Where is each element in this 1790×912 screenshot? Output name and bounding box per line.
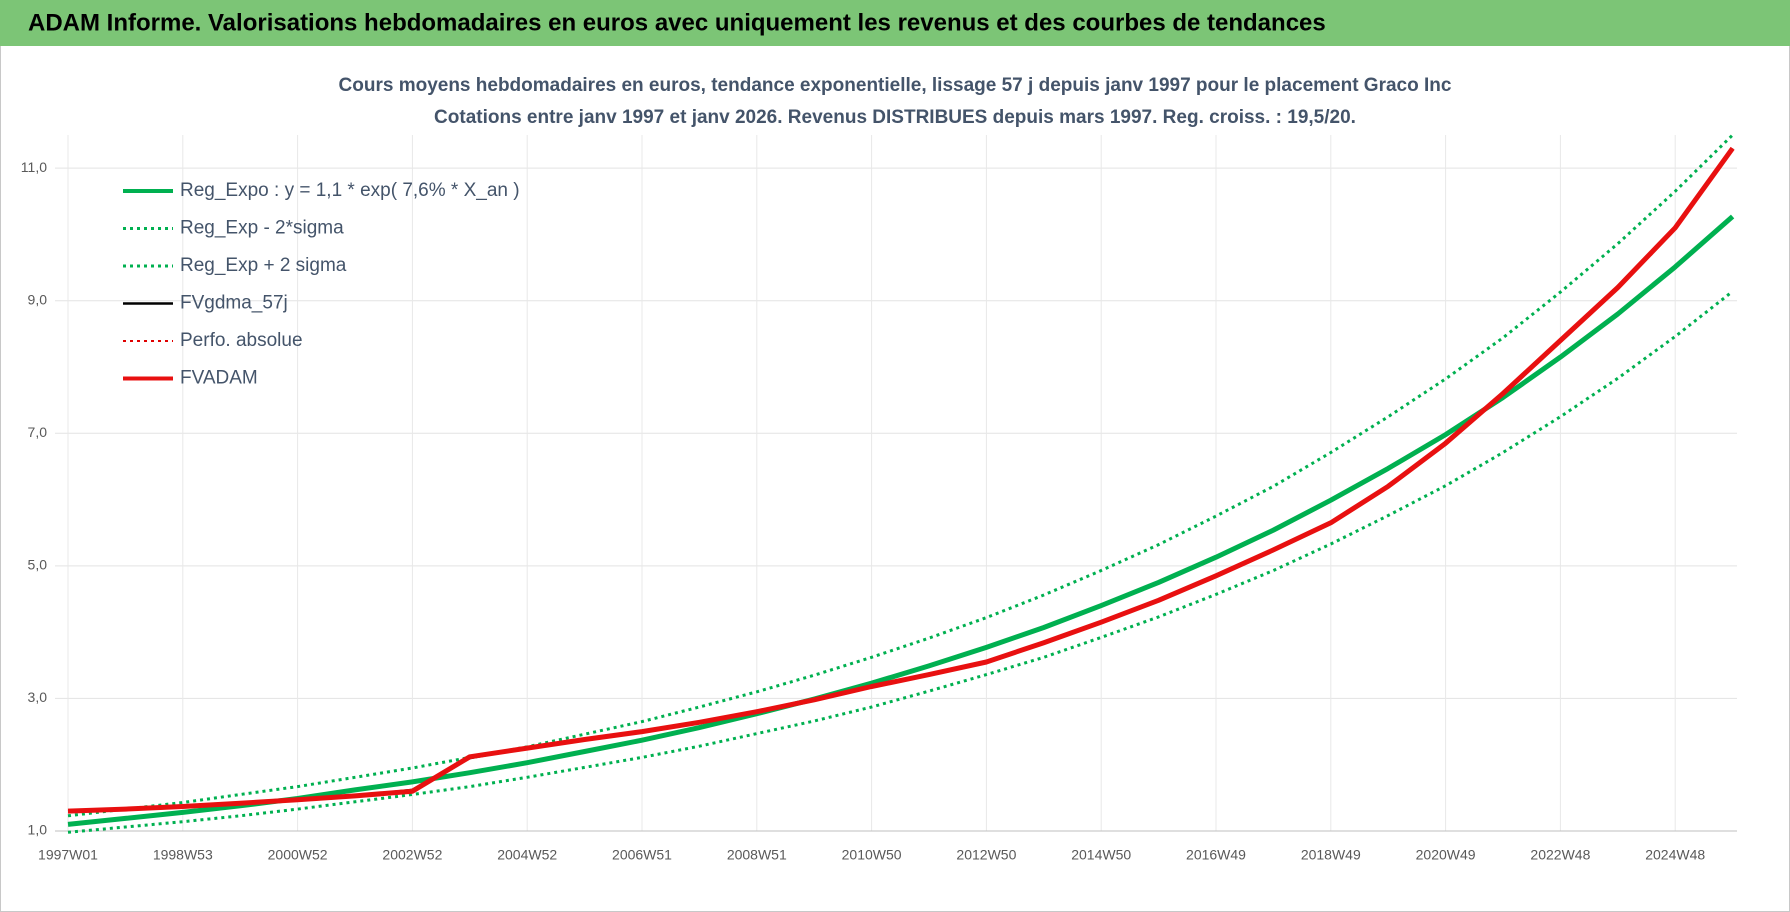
x-tick-label: 1998W53: [153, 847, 213, 863]
legend-label: Reg_Exp + 2 sigma: [180, 255, 347, 276]
x-tick-label: 2010W50: [842, 847, 902, 863]
y-tick-label: 11,0: [21, 159, 47, 175]
page-header: ADAM Informe. Valorisations hebdomadaire…: [28, 9, 1326, 36]
y-tick-label: 3,0: [28, 689, 48, 705]
x-tick-label: 2014W50: [1071, 847, 1131, 863]
y-tick-label: 9,0: [28, 291, 48, 307]
x-tick-label: 2006W51: [612, 847, 672, 863]
x-tick-label: 2018W49: [1301, 847, 1361, 863]
x-tick-label: 2004W52: [497, 847, 557, 863]
legend-label: FVgdma_57j: [180, 293, 288, 314]
x-tick-label: 2024W48: [1645, 847, 1705, 863]
legend-label: FVADAM: [180, 368, 258, 389]
x-tick-label: 2022W48: [1530, 847, 1590, 863]
header-bar: [0, 0, 1790, 46]
x-tick-label: 2002W52: [382, 847, 442, 863]
x-tick-label: 2012W50: [956, 847, 1016, 863]
y-tick-label: 7,0: [28, 424, 48, 440]
series-line: [67, 290, 1734, 834]
chart-title: Cours moyens hebdomadaires en euros, ten…: [339, 75, 1452, 96]
x-tick-label: 2020W49: [1416, 847, 1476, 863]
legend-label: Perfo. absolue: [180, 330, 303, 351]
chart-subtitle: Cotations entre janv 1997 et janv 2026. …: [434, 107, 1356, 128]
x-tick-label: 2000W52: [268, 847, 328, 863]
x-tick-label: 1997W01: [38, 847, 98, 863]
legend-label: Reg_Exp - 2*sigma: [180, 218, 344, 239]
x-tick-label: 2016W49: [1186, 847, 1246, 863]
series-line: [67, 146, 1735, 814]
x-tick-label: 2008W51: [727, 847, 787, 863]
y-tick-label: 1,0: [28, 822, 48, 838]
legend-label: Reg_Expo : y = 1,1 * exp( 7,6% * X_an ): [180, 180, 520, 201]
y-tick-label: 5,0: [28, 557, 48, 573]
series-line: [67, 133, 1734, 818]
series-line: [67, 214, 1735, 827]
